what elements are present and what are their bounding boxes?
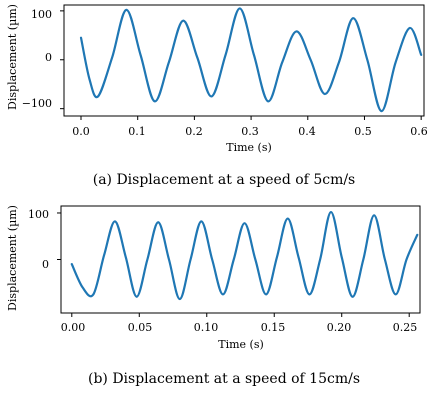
chart-b-series-line (70, 210, 419, 301)
chart-a-xtick-label: 0.4 (298, 125, 316, 138)
chart-b-ylabel: Displacement (µm) (6, 205, 19, 311)
chart-b-x-ticks: 0.00 0.05 0.10 0.15 0.20 0.25 (61, 321, 418, 334)
chart-a-ytick-label: 0 (45, 51, 52, 64)
chart-a-xlabel: Time (s) (226, 141, 272, 154)
chart-b-xtick-label: 0.05 (128, 321, 153, 334)
chart-a-xtick-label: 0.0 (72, 125, 90, 138)
chart-a-xtick-label: 0.3 (241, 125, 259, 138)
chart-a-ylabel: Displacement (µm) (6, 4, 19, 110)
chart-a-xtick-label: 0.1 (128, 125, 146, 138)
chart-a: Displacement (µm) 100 0 −100 0.0 0.1 0.2… (6, 4, 428, 154)
chart-a-y-ticks: 100 0 −100 (22, 8, 52, 110)
chart-a-ytick-label: 100 (31, 8, 52, 21)
chart-b-xtick-label: 0.20 (327, 321, 352, 334)
chart-b-xtick-label: 0.10 (194, 321, 219, 334)
chart-b-xtick-label: 0.25 (393, 321, 418, 334)
chart-b-xlabel: Time (s) (218, 338, 264, 351)
chart-b: Displacement (µm) 100 0 0.00 0.05 0.10 0… (6, 205, 421, 351)
chart-b-xtick-label: 0.00 (61, 321, 86, 334)
chart-b-y-ticks: 100 0 (28, 208, 49, 271)
chart-b-xtick-label: 0.15 (261, 321, 286, 334)
caption-b: (b) Displacement at a speed of 15cm/s (88, 371, 360, 387)
chart-b-ytick-label: 0 (42, 258, 49, 271)
chart-a-ytick-label: −100 (22, 97, 52, 110)
caption-a: (a) Displacement at a speed of 5cm/s (93, 172, 356, 188)
chart-a-xtick-label: 0.6 (410, 125, 428, 138)
chart-a-xtick-label: 0.2 (185, 125, 203, 138)
chart-b-ytick-label: 100 (28, 208, 49, 221)
chart-a-x-ticks: 0.0 0.1 0.2 0.3 0.4 0.5 0.6 (72, 125, 428, 138)
chart-a-xtick-label: 0.5 (354, 125, 372, 138)
chart-a-series-line (79, 7, 423, 113)
chart-a-axes-frame (63, 4, 425, 117)
